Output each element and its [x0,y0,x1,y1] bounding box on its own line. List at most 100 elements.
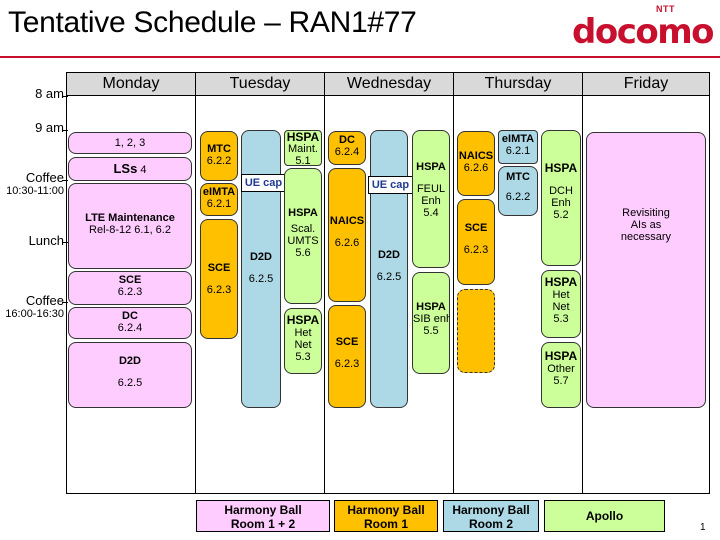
legend-apollo: Apollo [544,500,665,532]
friday-rev-line1: Revisiting [622,207,670,219]
friday-rev-line2: AIs as [630,219,662,231]
wednesday-hspa1-title: HSPA [416,161,446,173]
time-coffee-am: Coffee 10:30-11:00 [0,170,64,197]
tuesday-hspa2-title: HSPA [288,207,318,219]
coffee-pm-label: Coffee [25,293,64,308]
wednesday-hspa2-title: HSPA [416,301,446,313]
tuesday-session-hspa-hetnet[interactable]: HSPA Het Net 5.3 [284,308,322,374]
header-rule [0,56,720,58]
monday-session-123[interactable]: 1, 2, 3 [68,132,192,154]
tuesday-hspa3-num: 5.3 [295,351,311,363]
tuesday-hspa1-num: 5.1 [295,155,311,166]
tuesday-hspa2-num: 5.6 [295,247,311,259]
monday-lte-title: LTE Maintenance [85,212,175,224]
page-title: Tentative Schedule – RAN1#77 [8,6,417,39]
legend-harmony-ball-room-1: Harmony Ball Room 1 [334,500,438,532]
monday-session-dc[interactable]: DC 6.2.4 [68,307,192,339]
tuesday-sce-title: SCE [207,262,231,274]
docomo-logo: NTT docomo [572,4,715,52]
column-divider [582,72,583,494]
thursday-mtc-title: MTC [506,171,530,183]
tuesday-session-hspa-scal-umts[interactable]: HSPA Scal. UMTS 5.6 [284,168,322,304]
tuesday-hspa3-sub1: Het [294,327,312,339]
tuesday-session-hspa-maint[interactable]: HSPA Maint. 5.1 [284,130,322,166]
monday-session-123-label: 1, 2, 3 [114,137,146,149]
coffee-pm-time: 16:00-16:30 [5,308,64,320]
wednesday-session-hspa-feul[interactable]: HSPA FEUL Enh 5.4 [412,130,450,268]
day-header-tuesday: Tuesday [195,72,325,96]
thursday-session-mtc[interactable]: MTC 6.2.2 [498,166,538,216]
thursday-session-open-slot[interactable] [457,289,495,373]
thursday-session-eimta[interactable]: eIMTA 6.2.1 [498,130,538,164]
monday-d2d-title: D2D [118,355,141,367]
thursday-session-sce[interactable]: SCE 6.2.3 [457,199,495,285]
page-number: 1 [700,522,706,533]
tuesday-eimta-title: eIMTA [202,186,236,198]
tuesday-hspa1-title: HSPA [286,130,320,144]
wednesday-sce-title: SCE [335,336,359,348]
thursday-sce-num: 6.2.3 [463,244,489,256]
logo-ntt-text: NTT [656,4,675,14]
friday-rev-line3: necessary [620,231,672,243]
thursday-hspa3-num: 5.7 [553,375,569,387]
monday-sce-num: 6.2.3 [117,286,143,298]
time-coffee-pm: Coffee 16:00-16:30 [0,293,64,320]
wednesday-session-dc[interactable]: DC 6.2.4 [328,131,366,165]
wednesday-ue-cap-badge[interactable]: UE cap [368,176,413,194]
wednesday-session-d2d[interactable]: D2D 6.2.5 [370,130,408,408]
thursday-hspa1-num: 5.2 [553,209,569,221]
thursday-session-hspa-hetnet[interactable]: HSPA Het Net 5.3 [541,270,581,338]
column-divider [453,72,454,494]
tuesday-hspa2-sub2: UMTS [287,235,319,247]
tuesday-session-sce[interactable]: SCE 6.2.3 [200,219,238,339]
tuesday-session-d2d[interactable]: D2D 6.2.5 [241,130,281,408]
monday-d2d-num: 6.2.5 [117,377,143,389]
wednesday-naics-num: 6.2.6 [334,237,360,249]
tuesday-ue-cap-badge[interactable]: UE cap [241,174,286,192]
friday-session-revisiting-ais[interactable]: Revisiting AIs as necessary [586,132,706,408]
wednesday-session-naics[interactable]: NAICS 6.2.6 [328,168,366,302]
wednesday-hspa2-num: 5.5 [423,325,439,337]
day-header-thursday: Thursday [453,72,583,96]
thursday-hspa2-sub2: Net [552,301,570,313]
time-9am: 9 am [35,120,64,135]
thursday-naics-num: 6.2.6 [463,162,489,174]
thursday-hspa1-sub2: Enh [551,197,571,209]
tuesday-hspa3-sub2: Net [294,339,312,351]
column-divider [195,72,196,494]
tuesday-sce-num: 6.2.3 [206,284,232,296]
thursday-session-hspa-other[interactable]: HSPA Other 5.7 [541,342,581,408]
monday-session-lte-maintenance[interactable]: LTE Maintenance Rel-8-12 6.1, 6.2 [68,183,192,269]
column-divider [324,72,325,494]
thursday-session-hspa-dch[interactable]: HSPA DCH Enh 5.2 [541,130,581,266]
thursday-hspa1-sub1: DCH [549,185,573,197]
tuesday-session-mtc[interactable]: MTC 6.2.2 [200,131,238,181]
wednesday-session-sce[interactable]: SCE 6.2.3 [328,305,366,408]
thursday-eimta-num: 6.2.1 [505,145,531,157]
tuesday-hspa1-sub: Maint. [288,143,318,155]
wednesday-naics-title: NAICS [329,215,365,227]
monday-lte-sub: Rel-8-12 6.1, 6.2 [89,224,171,236]
day-header-monday: Monday [66,72,196,96]
monday-session-sce[interactable]: SCE 6.2.3 [68,271,192,305]
monday-session-d2d[interactable]: D2D 6.2.5 [68,342,192,408]
legend-room12-line2: Room 1 + 2 [230,517,296,531]
wednesday-dc-num: 6.2.4 [334,146,360,158]
tuesday-session-eimta[interactable]: eIMTA 6.2.1 [200,183,238,216]
monday-session-lss[interactable]: LSs 4 [68,157,192,181]
monday-dc-title: DC [122,310,138,322]
thursday-session-naics[interactable]: NAICS 6.2.6 [457,131,495,196]
tuesday-mtc-title: MTC [207,143,231,155]
day-header-wednesday: Wednesday [324,72,454,96]
tuesday-d2d-num: 6.2.5 [248,273,274,285]
legend-room1-line2: Room 1 [363,517,408,531]
thursday-hspa2-sub1: Het [552,289,570,301]
wednesday-hspa1-sub2: Enh [421,195,441,207]
wednesday-session-hspa-sib[interactable]: HSPA SIB enh. 5.5 [412,272,450,374]
time-tick [62,130,68,131]
wednesday-d2d-num: 6.2.5 [376,271,402,283]
thursday-hspa1-title: HSPA [544,161,578,175]
monday-dc-num: 6.2.4 [117,322,143,334]
tuesday-mtc-num: 6.2.2 [206,155,232,167]
legend-harmony-ball-room-2: Harmony Ball Room 2 [443,500,539,532]
